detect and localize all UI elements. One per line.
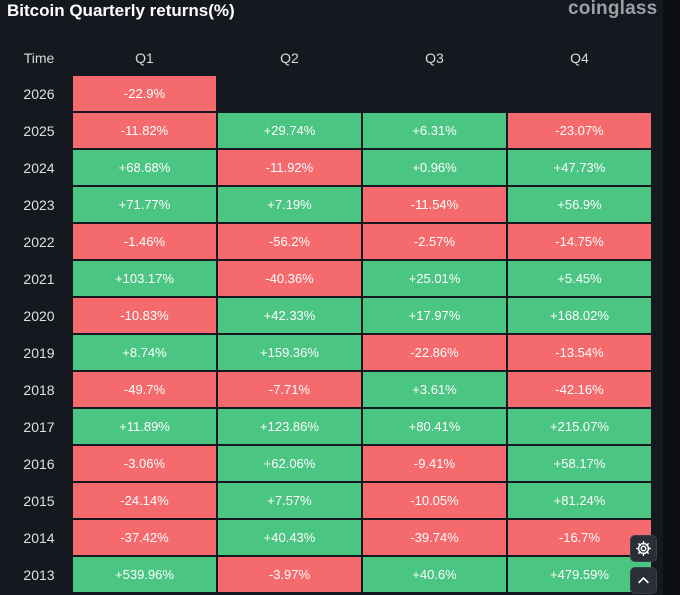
q2-return-cell: +7.19%	[218, 187, 361, 222]
q3-return-cell: -2.57%	[363, 224, 506, 259]
q4-return-cell: -16.7%	[508, 520, 651, 555]
q2-return-cell: -56.2%	[218, 224, 361, 259]
time-column-header: Time	[23, 49, 55, 66]
table-row-2017: 2017 +11.89% +123.86% +80.41% +215.07%	[7, 409, 651, 444]
q3-return-cell: -11.54%	[363, 187, 506, 222]
q1-return-cell: -24.14%	[73, 483, 216, 518]
q2-column-header: Q2	[280, 49, 299, 66]
q4-return-cell: +5.45%	[508, 261, 651, 296]
brand-logo[interactable]: coinglass	[568, 0, 658, 19]
q4-return-cell: -14.75%	[508, 224, 651, 259]
q1-return-cell: +11.89%	[73, 409, 216, 444]
header-row: Time Q1 Q2 Q3 Q4	[7, 41, 651, 74]
q1-return-cell: +539.96%	[73, 557, 216, 592]
q2-return-cell: +7.57%	[218, 483, 361, 518]
q1-return-cell: +68.68%	[73, 150, 216, 185]
q4-return-cell: -23.07%	[508, 113, 651, 148]
table-row-2021: 2021 +103.17% -40.36% +25.01% +5.45%	[7, 261, 651, 296]
year-cell: 2026	[23, 85, 55, 102]
year-cell: 2018	[23, 381, 55, 398]
table-row-2019: 2019 +8.74% +159.36% -22.86% -13.54%	[7, 335, 651, 370]
q2-return-cell: -11.92%	[218, 150, 361, 185]
q1-return-cell: -49.7%	[73, 372, 216, 407]
table-row-2013: 2013 +539.96% -3.97% +40.6% +479.59%	[7, 557, 651, 592]
year-cell: 2017	[23, 418, 55, 435]
year-cell: 2015	[23, 492, 55, 509]
year-cell: 2021	[23, 270, 55, 287]
q3-return-cell: -22.86%	[363, 335, 506, 370]
empty-cell	[363, 76, 506, 111]
empty-cell	[508, 76, 651, 111]
q4-return-cell: +47.73%	[508, 150, 651, 185]
q1-return-cell: +71.77%	[73, 187, 216, 222]
table-row-2020: 2020 -10.83% +42.33% +17.97% +168.02%	[7, 298, 651, 333]
q4-return-cell: -13.54%	[508, 335, 651, 370]
chart-title: Bitcoin Quarterly returns(%)	[7, 1, 235, 20]
table-row-2025: 2025 -11.82% +29.74% +6.31% -23.07%	[7, 113, 651, 148]
year-cell: 2024	[23, 159, 55, 176]
q1-return-cell: -10.83%	[73, 298, 216, 333]
table-row-2015: 2015 -24.14% +7.57% -10.05% +81.24%	[7, 483, 651, 518]
q2-return-cell: -3.97%	[218, 557, 361, 592]
q2-return-cell: +159.36%	[218, 335, 361, 370]
table-row-2022: 2022 -1.46% -56.2% -2.57% -14.75%	[7, 224, 651, 259]
q3-return-cell: +25.01%	[363, 261, 506, 296]
q3-return-cell: +3.61%	[363, 372, 506, 407]
q4-return-cell: +81.24%	[508, 483, 651, 518]
q3-return-cell: +6.31%	[363, 113, 506, 148]
table-row-2023: 2023 +71.77% +7.19% -11.54% +56.9%	[7, 187, 651, 222]
chevron-up-icon	[638, 577, 649, 584]
q3-return-cell: +40.6%	[363, 557, 506, 592]
q4-return-cell: +215.07%	[508, 409, 651, 444]
q4-return-cell: -42.16%	[508, 372, 651, 407]
scroll-to-top-button[interactable]	[630, 567, 657, 594]
q1-return-cell: -22.9%	[73, 76, 216, 111]
year-cell: 2023	[23, 196, 55, 213]
q1-return-cell: -1.46%	[73, 224, 216, 259]
year-cell: 2014	[23, 529, 55, 546]
q2-return-cell: +29.74%	[218, 113, 361, 148]
q2-return-cell: -7.71%	[218, 372, 361, 407]
q4-column-header: Q4	[570, 49, 589, 66]
table-row-2016: 2016 -3.06% +62.06% -9.41% +58.17%	[7, 446, 651, 481]
q1-return-cell: +8.74%	[73, 335, 216, 370]
table-body: 2026 -22.9% 2025 -11.82% +29.74% +6.31% -23.07…	[7, 76, 651, 592]
table-row-2024: 2024 +68.68% -11.92% +0.96% +47.73%	[7, 150, 651, 185]
q1-return-cell: +103.17%	[73, 261, 216, 296]
q1-return-cell: -37.42%	[73, 520, 216, 555]
table-row-2018: 2018 -49.7% -7.71% +3.61% -42.16%	[7, 372, 651, 407]
q3-column-header: Q3	[425, 49, 444, 66]
q3-return-cell: +80.41%	[363, 409, 506, 444]
q2-return-cell: +62.06%	[218, 446, 361, 481]
q2-return-cell: +123.86%	[218, 409, 361, 444]
year-cell: 2020	[23, 307, 55, 324]
q1-return-cell: -11.82%	[73, 113, 216, 148]
q2-return-cell: +42.33%	[218, 298, 361, 333]
year-cell: 2022	[23, 233, 55, 250]
year-cell: 2019	[23, 344, 55, 361]
empty-cell	[218, 76, 361, 111]
year-cell: 2025	[23, 122, 55, 139]
q4-return-cell: +56.9%	[508, 187, 651, 222]
table-row-2026: 2026 -22.9%	[7, 76, 651, 111]
page-scrollbar[interactable]	[663, 0, 680, 595]
table-row-2014: 2014 -37.42% +40.43% -39.74% -16.7%	[7, 520, 651, 555]
year-cell: 2016	[23, 455, 55, 472]
q4-return-cell: +479.59%	[508, 557, 651, 592]
q3-return-cell: +17.97%	[363, 298, 506, 333]
q3-return-cell: -9.41%	[363, 446, 506, 481]
q2-return-cell: -40.36%	[218, 261, 361, 296]
q4-return-cell: +58.17%	[508, 446, 651, 481]
year-cell: 2013	[23, 566, 55, 583]
q3-return-cell: -10.05%	[363, 483, 506, 518]
q1-column-header: Q1	[135, 49, 154, 66]
q3-return-cell: +0.96%	[363, 150, 506, 185]
settings-button[interactable]	[630, 535, 657, 562]
q2-return-cell: +40.43%	[218, 520, 361, 555]
q4-return-cell: +168.02%	[508, 298, 651, 333]
returns-table: Time Q1 Q2 Q3 Q4 2026 -22.9% 2025 -11.82% +2…	[5, 39, 653, 594]
q3-return-cell: -39.74%	[363, 520, 506, 555]
q1-return-cell: -3.06%	[73, 446, 216, 481]
gear-icon	[636, 541, 651, 556]
